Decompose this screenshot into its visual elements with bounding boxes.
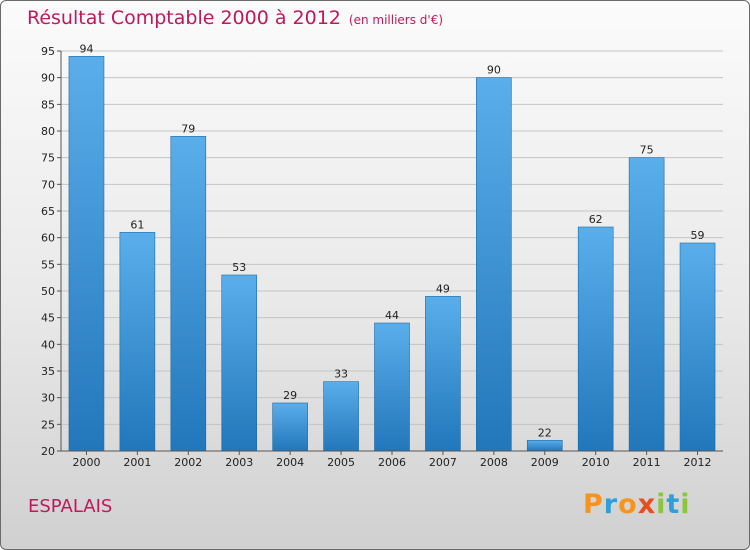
y-tick-label: 60: [41, 232, 55, 245]
y-axis: 20 25 30 35 40 45 50 55 60 65 70 75 80 85 90 95: [41, 45, 62, 458]
x-tick-label-2005: 2005: [327, 456, 355, 469]
x-tick-label-2009: 2009: [531, 456, 559, 469]
logo-letter: i: [680, 489, 691, 520]
y-tick-label: 65: [41, 205, 55, 218]
y-tick-label: 75: [41, 152, 55, 165]
x-tick-label-2007: 2007: [429, 456, 457, 469]
y-tick-label: 90: [41, 72, 55, 85]
value-label-2006: 44: [385, 309, 399, 322]
bar-2005: [323, 381, 359, 452]
value-labels: 94 61 79 53 29 33 44 49 90 22 62 75 59: [79, 42, 704, 439]
chart-title: Résultat Comptable 2000 à 2012 (en millie…: [27, 7, 443, 29]
bar-2003: [221, 274, 258, 452]
bar-2002: [170, 136, 207, 452]
y-tick-label: 85: [41, 98, 55, 111]
bar-2006: [374, 322, 410, 452]
logo-letter: P: [583, 489, 604, 520]
chart-subtitle: (en milliers d'€): [348, 13, 444, 27]
x-tick-label-2004: 2004: [276, 456, 304, 469]
x-tick-label-2000: 2000: [72, 456, 100, 469]
x-tick-label-2011: 2011: [633, 456, 661, 469]
logo-letter: x: [637, 489, 657, 520]
value-label-2010: 62: [589, 213, 603, 226]
y-tick-label: 40: [41, 338, 55, 351]
proxiti-logo: Proxiti: [583, 489, 691, 520]
x-tick-label-2001: 2001: [123, 456, 151, 469]
y-tick-label: 30: [41, 392, 55, 405]
value-label-2004: 29: [283, 389, 297, 402]
y-tick-label: 50: [41, 285, 55, 298]
bars: [68, 56, 716, 452]
commune-name: ESPALAIS: [28, 496, 113, 517]
value-label-2000: 94: [79, 42, 93, 55]
logo-letter: i: [656, 489, 667, 520]
value-label-2008: 90: [487, 64, 501, 77]
value-label-2007: 49: [436, 282, 450, 295]
bar-2008: [476, 77, 512, 452]
bar-2001: [119, 232, 156, 452]
bar-2007: [425, 296, 461, 452]
y-tick-label: 35: [41, 365, 55, 378]
x-axis: 2000 2001 2002 2003 2004 2005 2006 2007 2008 2009…: [61, 450, 723, 469]
bar-2000: [68, 56, 105, 452]
y-tick-label: 45: [41, 312, 55, 325]
bar-2012: [679, 242, 716, 452]
y-tick-label: 20: [41, 445, 55, 458]
bar-2004: [272, 402, 308, 452]
logo-letter: r: [603, 489, 619, 520]
value-label-2001: 61: [130, 218, 144, 231]
y-tick-label: 55: [41, 258, 55, 271]
bar-2009: [526, 440, 563, 452]
y-tick-label: 95: [41, 45, 55, 58]
logo-letter: o: [618, 489, 638, 520]
bar-2011: [628, 157, 665, 452]
value-label-2011: 75: [640, 144, 654, 157]
y-tick-label: 70: [41, 178, 55, 191]
value-label-2003: 53: [232, 261, 246, 274]
y-tick-label: 25: [41, 418, 55, 431]
logo-letter: t: [666, 489, 681, 520]
value-label-2002: 79: [181, 122, 195, 135]
value-label-2012: 59: [691, 229, 705, 242]
x-tick-label-2006: 2006: [378, 456, 406, 469]
value-label-2005: 33: [334, 368, 348, 381]
x-tick-label-2008: 2008: [480, 456, 508, 469]
bar-2010: [577, 226, 614, 452]
y-tick-label: 80: [41, 125, 55, 138]
x-tick-label-2010: 2010: [582, 456, 610, 469]
value-label-2009: 22: [538, 426, 552, 439]
x-tick-label-2012: 2012: [684, 456, 712, 469]
x-tick-label-2003: 2003: [225, 456, 253, 469]
x-tick-label-2002: 2002: [174, 456, 202, 469]
chart-title-text: Résultat Comptable 2000 à 2012: [27, 7, 341, 29]
